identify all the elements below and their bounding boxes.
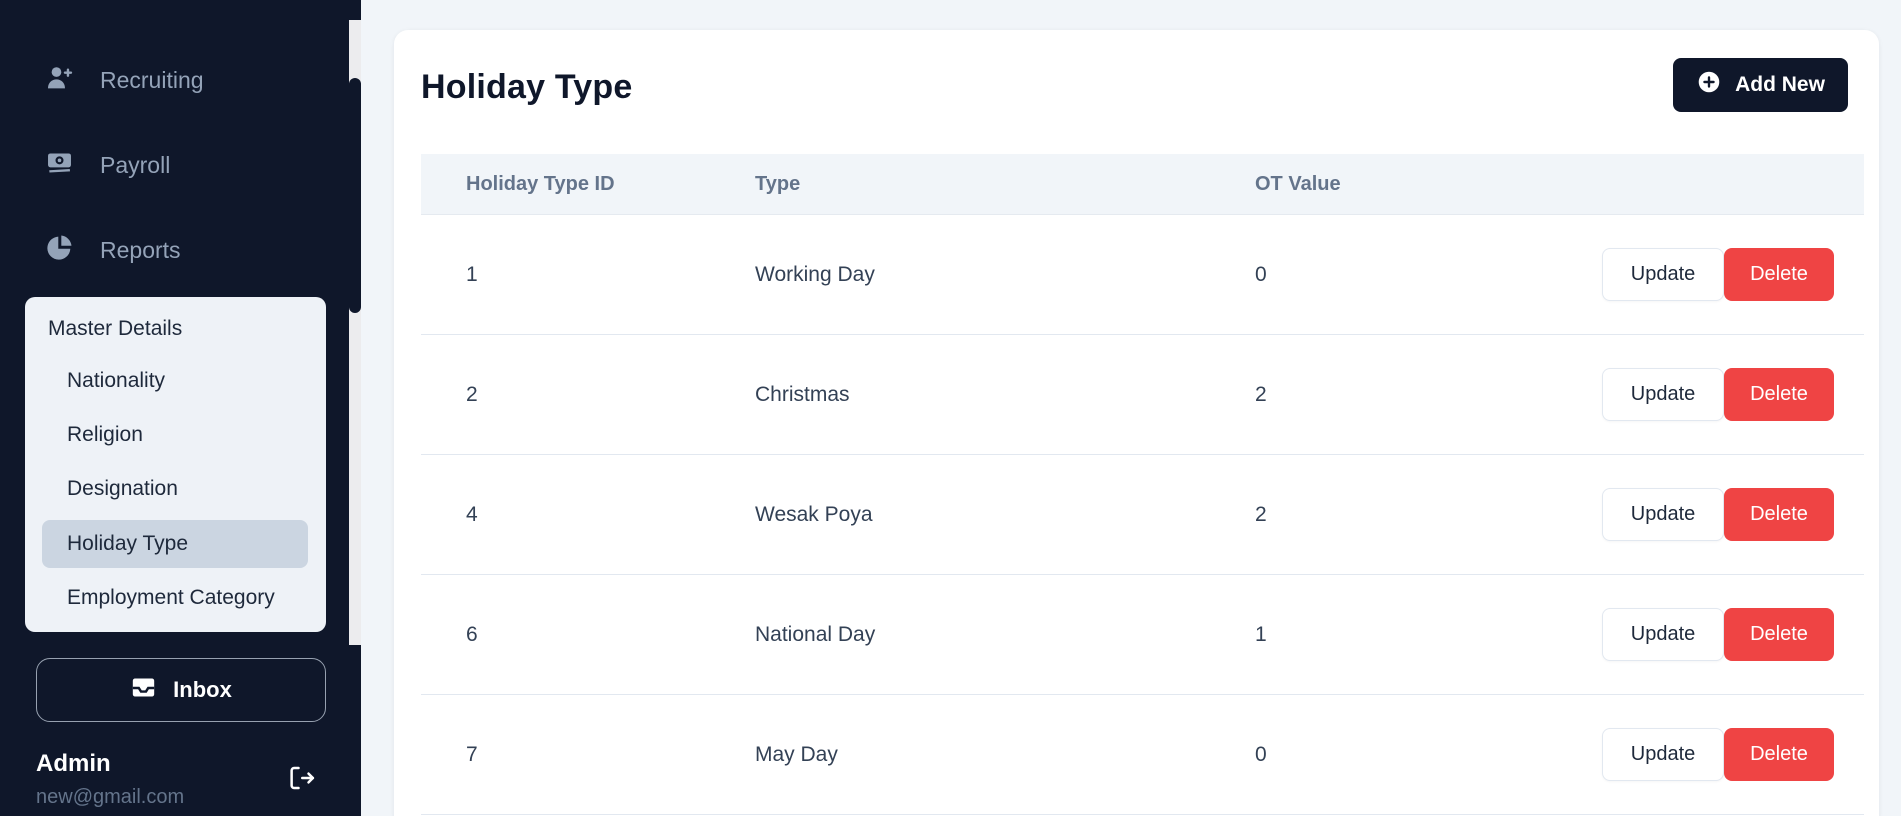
update-button[interactable]: Update xyxy=(1602,608,1724,661)
delete-button[interactable]: Delete xyxy=(1724,488,1834,541)
sidebar-scrollbar-track[interactable] xyxy=(349,20,361,645)
plus-circle-icon xyxy=(1696,69,1722,101)
table-row: 1 Working Day 0 Update Delete xyxy=(421,215,1864,335)
sidebar-scrollbar-thumb[interactable] xyxy=(349,78,361,313)
cell-type: Wesak Poya xyxy=(755,502,873,526)
inbox-tray-icon xyxy=(130,674,157,707)
cell-type: Christmas xyxy=(755,382,850,406)
update-button[interactable]: Update xyxy=(1602,368,1724,421)
cell-ot-value: 2 xyxy=(1255,382,1267,406)
banknote-icon xyxy=(45,148,74,183)
add-new-button[interactable]: Add New xyxy=(1673,58,1848,112)
cell-ot-value: 1 xyxy=(1255,622,1267,646)
cell-holiday-type-id: 2 xyxy=(466,382,478,406)
sidebar-item-label: Recruiting xyxy=(100,66,204,93)
delete-button[interactable]: Delete xyxy=(1724,368,1834,421)
logout-icon xyxy=(286,766,316,796)
table-row: 7 May Day 0 Update Delete xyxy=(421,695,1864,815)
table-row: 2 Christmas 2 Update Delete xyxy=(421,335,1864,455)
cell-ot-value: 0 xyxy=(1255,742,1267,766)
cell-holiday-type-id: 1 xyxy=(466,262,478,286)
column-header-holiday-type-id: Holiday Type ID xyxy=(466,172,615,195)
inbox-button[interactable]: Inbox xyxy=(36,658,326,722)
add-new-label: Add New xyxy=(1735,73,1825,96)
page-title: Holiday Type xyxy=(421,68,633,106)
cell-ot-value: 0 xyxy=(1255,262,1267,286)
cell-type: National Day xyxy=(755,622,876,646)
cell-holiday-type-id: 6 xyxy=(466,622,478,646)
update-button[interactable]: Update xyxy=(1602,728,1724,781)
delete-button[interactable]: Delete xyxy=(1724,728,1834,781)
sidebar: Recruiting Payroll Reports Master Detail… xyxy=(0,0,361,816)
delete-button[interactable]: Delete xyxy=(1724,248,1834,301)
submenu-item-holiday-type-active[interactable]: Holiday Type xyxy=(42,520,308,568)
user-plus-icon xyxy=(45,63,74,98)
content-card: Holiday Type Add New Holiday Type ID Typ… xyxy=(394,30,1879,816)
update-button[interactable]: Update xyxy=(1602,248,1724,301)
submenu-item-religion[interactable]: Religion xyxy=(67,423,143,446)
inbox-label: Inbox xyxy=(173,677,232,702)
cell-type: Working Day xyxy=(755,262,875,286)
table-row: 6 National Day 1 Update Delete xyxy=(421,575,1864,695)
cell-holiday-type-id: 7 xyxy=(466,742,478,766)
holiday-type-table: Holiday Type ID Type OT Value 1 Working … xyxy=(421,154,1864,815)
sidebar-item-recruiting[interactable]: Recruiting xyxy=(45,60,204,100)
user-name: Admin xyxy=(36,750,111,777)
column-header-type: Type xyxy=(755,172,801,195)
update-button[interactable]: Update xyxy=(1602,488,1724,541)
cell-holiday-type-id: 4 xyxy=(466,502,478,526)
sidebar-item-payroll[interactable]: Payroll xyxy=(45,145,170,185)
user-email: new@gmail.com xyxy=(36,786,185,808)
submenu-item-designation[interactable]: Designation xyxy=(67,477,178,500)
sidebar-item-label: Reports xyxy=(100,236,181,263)
cell-type: May Day xyxy=(755,742,838,766)
sidebar-item-label: Payroll xyxy=(100,151,171,178)
pie-chart-icon xyxy=(45,233,74,268)
submenu-item-employment-category[interactable]: Employment Category xyxy=(67,586,275,609)
submenu-header-master-details: Master Details xyxy=(48,317,183,340)
logout-button[interactable] xyxy=(284,762,318,796)
column-header-ot-value: OT Value xyxy=(1255,172,1341,195)
table-header-row: Holiday Type ID Type OT Value xyxy=(421,154,1864,215)
table-row: 4 Wesak Poya 2 Update Delete xyxy=(421,455,1864,575)
delete-button[interactable]: Delete xyxy=(1724,608,1834,661)
cell-ot-value: 2 xyxy=(1255,502,1267,526)
sidebar-item-reports[interactable]: Reports xyxy=(45,230,181,270)
submenu-item-nationality[interactable]: Nationality xyxy=(67,369,166,392)
master-details-panel: Master Details Nationality Religion Desi… xyxy=(25,297,326,632)
